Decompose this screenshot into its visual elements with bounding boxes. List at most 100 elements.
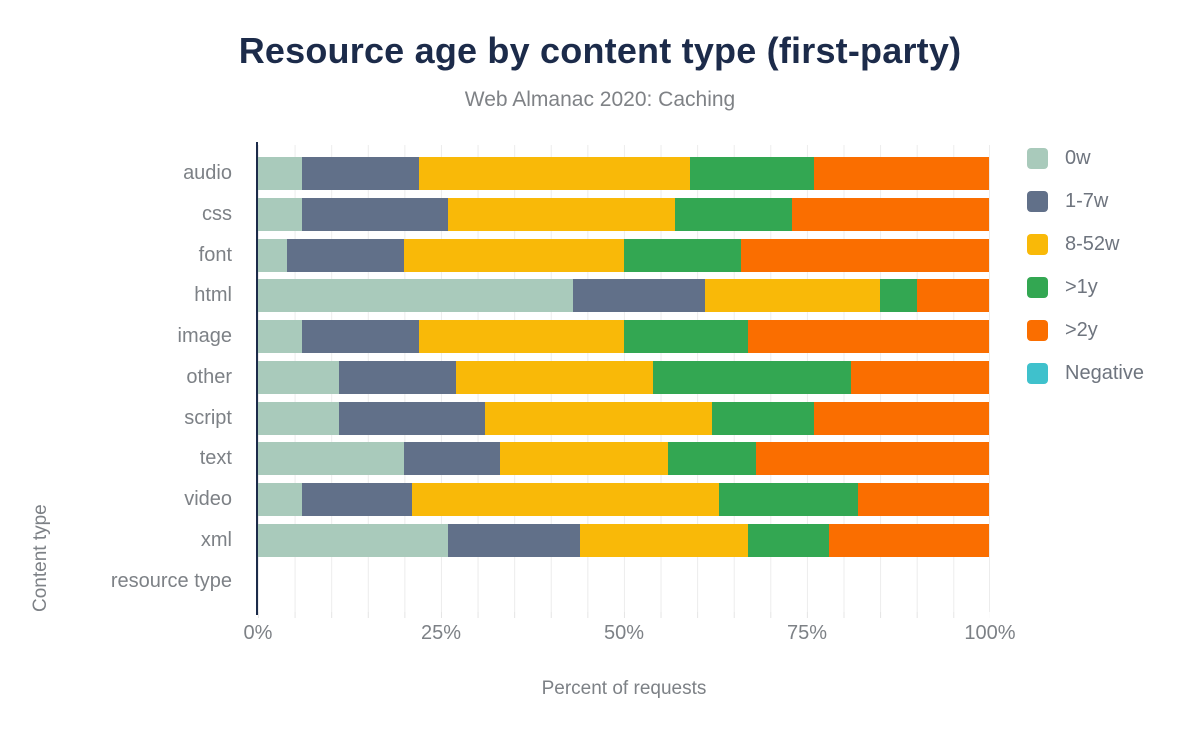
bar-row-text xyxy=(258,442,990,476)
bar-segment-xml->1y[interactable] xyxy=(748,523,829,557)
x-tick-25pct: 25% xyxy=(420,622,462,644)
bar-segment-html->2y[interactable] xyxy=(916,279,990,313)
x-axis-tick-labels: 0% 25% 50% 75% 100% xyxy=(244,622,1016,648)
bar-segment-css-0w[interactable] xyxy=(258,197,302,231)
category-label-html: html xyxy=(194,284,232,307)
bar-segment-image-0w[interactable] xyxy=(258,320,302,354)
bar-segment-script->1y[interactable] xyxy=(711,401,815,435)
category-label-font: font xyxy=(198,243,232,266)
category-label-video: video xyxy=(184,488,232,511)
bar-row-image xyxy=(258,320,990,354)
bar-row-other xyxy=(258,360,990,394)
category-label-image: image xyxy=(177,325,232,348)
category-label-text: text xyxy=(199,447,232,470)
bar-segment-audio->2y[interactable] xyxy=(814,157,990,190)
bar-segment-html-0w[interactable] xyxy=(258,279,573,313)
bar-segment-video-8-52w[interactable] xyxy=(411,483,720,517)
bar-segment-font->2y[interactable] xyxy=(741,238,990,272)
category-label-resource-type: resource type xyxy=(110,569,232,592)
legend-label: >2y xyxy=(1065,318,1098,341)
bar-segment-script-1-7w[interactable] xyxy=(338,401,485,435)
bar-segment-xml-1-7w[interactable] xyxy=(448,523,581,557)
bar-segment-text-0w[interactable] xyxy=(258,442,405,476)
legend-swatch-icon xyxy=(1027,362,1048,384)
bar-segment-other->1y[interactable] xyxy=(653,360,851,394)
bar-segment-video-0w[interactable] xyxy=(258,483,302,517)
bar-segment-font-8-52w[interactable] xyxy=(404,238,624,272)
bar-segment-video->2y[interactable] xyxy=(858,483,990,517)
legend-swatch-icon xyxy=(1027,233,1048,255)
y-axis-category-labels: audio css font html image other script text vide… xyxy=(0,145,245,612)
legend-item-0w[interactable]: 0w xyxy=(1027,146,1144,169)
plot-area xyxy=(256,142,990,615)
bar-segment-xml-0w[interactable] xyxy=(258,523,449,557)
bar-segment-font-1-7w[interactable] xyxy=(287,238,405,272)
legend-swatch-icon xyxy=(1027,276,1048,298)
bar-segment-text-1-7w[interactable] xyxy=(404,442,500,476)
bar-segment-other-8-52w[interactable] xyxy=(455,360,654,394)
bar-segment-other->2y[interactable] xyxy=(850,360,990,394)
legend-label: Negative xyxy=(1065,361,1144,384)
bar-segment-font-0w[interactable] xyxy=(258,238,288,272)
bar-segment-other-0w[interactable] xyxy=(258,360,339,394)
bar-segment-html-1-7w[interactable] xyxy=(572,279,705,313)
bar-segment-video-1-7w[interactable] xyxy=(301,483,412,517)
bar-row-xml xyxy=(258,523,990,557)
bar-segment-image-8-52w[interactable] xyxy=(419,320,624,354)
bar-segment-image-1-7w[interactable] xyxy=(301,320,420,354)
legend-item-1-7w[interactable]: 1-7w xyxy=(1027,190,1144,212)
legend-item-Negative[interactable]: Negative xyxy=(1027,361,1144,384)
bar-segment-text->1y[interactable] xyxy=(667,442,756,476)
bar-segment-script-0w[interactable] xyxy=(258,401,339,435)
chart-title: Resource age by content type (first-part… xyxy=(238,30,962,71)
bar-segment-audio-1-7w[interactable] xyxy=(301,157,420,190)
x-tick-0pct: 0% xyxy=(243,622,273,644)
bar-segment-css->1y[interactable] xyxy=(675,197,793,231)
bar-segment-xml-8-52w[interactable] xyxy=(580,523,749,557)
x-tick-50pct: 50% xyxy=(603,622,645,644)
legend-swatch-icon xyxy=(1027,319,1048,341)
legend-item--2y[interactable]: >2y xyxy=(1027,318,1144,341)
x-tick-75pct: 75% xyxy=(786,622,828,644)
bar-segment-audio-8-52w[interactable] xyxy=(419,157,690,190)
bar-segment-css->2y[interactable] xyxy=(792,197,990,231)
bar-segment-script-8-52w[interactable] xyxy=(484,401,712,435)
legend-swatch-icon xyxy=(1027,190,1048,212)
bar-segment-html-8-52w[interactable] xyxy=(704,279,881,313)
bar-segment-text-8-52w[interactable] xyxy=(499,442,668,476)
bar-segment-other-1-7w[interactable] xyxy=(338,360,456,394)
bar-segment-css-1-7w[interactable] xyxy=(301,197,449,231)
x-tick-100pct: 100% xyxy=(964,622,1016,644)
bar-row-audio xyxy=(258,157,990,190)
legend-label: 0w xyxy=(1065,146,1091,169)
bar-segment-audio-0w[interactable] xyxy=(258,157,302,190)
legend: 0w 1-7w 8-52w >1y >2y Negative xyxy=(1027,146,1144,406)
category-label-other: other xyxy=(186,365,232,388)
category-label-script: script xyxy=(184,406,232,429)
bar-segment-image->2y[interactable] xyxy=(748,320,990,354)
bar-row-html xyxy=(258,279,990,313)
bar-row-resource-type xyxy=(258,565,990,598)
bar-segment-video->1y[interactable] xyxy=(719,483,859,517)
bar-row-css xyxy=(258,197,990,231)
bar-segment-html->1y[interactable] xyxy=(880,279,917,313)
bar-segment-script->2y[interactable] xyxy=(814,401,990,435)
legend-item--1y[interactable]: >1y xyxy=(1027,276,1144,298)
y-axis-line xyxy=(256,142,258,615)
bar-row-script xyxy=(258,401,990,435)
x-axis-title: Percent of requests xyxy=(541,678,707,699)
category-label-xml: xml xyxy=(200,528,232,551)
bar-segment-audio->1y[interactable] xyxy=(689,157,815,190)
legend-swatch-icon xyxy=(1027,147,1048,169)
bar-row-font xyxy=(258,238,990,272)
category-label-css: css xyxy=(202,202,232,225)
legend-item-8-52w[interactable]: 8-52w xyxy=(1027,233,1144,255)
bar-segment-css-8-52w[interactable] xyxy=(448,197,676,231)
bar-segment-text->2y[interactable] xyxy=(755,442,990,476)
bar-segment-xml->2y[interactable] xyxy=(828,523,990,557)
bar-segment-image->1y[interactable] xyxy=(623,320,749,354)
bar-segment-font->1y[interactable] xyxy=(623,238,742,272)
bar-row-video xyxy=(258,483,990,517)
x-axis-minor-ticks xyxy=(258,612,990,618)
